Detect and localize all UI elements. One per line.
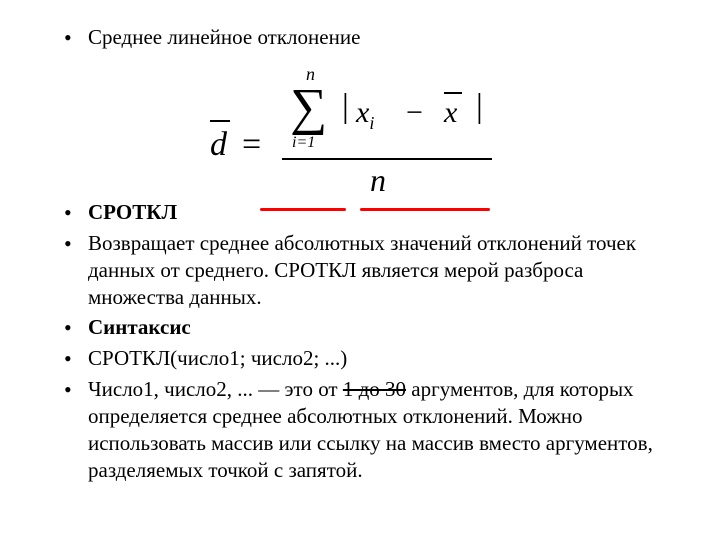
func-name: СРОТКЛ: [88, 200, 177, 224]
bullet-description: Возвращает среднее абсолютных значений о…: [60, 230, 680, 311]
bullet-args: Число1, число2, ... — это от 1 до 30 арг…: [60, 376, 680, 484]
sum-lower-limit: i=1: [292, 134, 315, 152]
x-bar: x: [444, 96, 457, 130]
equals-sign: =: [242, 126, 261, 164]
x-letter-mean: x: [444, 96, 457, 129]
x-letter: x: [356, 96, 369, 129]
x-sub-i: xi: [356, 96, 374, 134]
d-overline: [210, 120, 230, 122]
denominator-n: n: [370, 162, 386, 199]
fraction-line: [282, 158, 492, 160]
args-text-a: Число1, число2, ... — это от: [88, 377, 343, 401]
i-subscript: i: [369, 113, 374, 133]
abs-bar-left: |: [342, 88, 349, 126]
slide: Среднее линейное отклонение СРОТКЛ Возвр…: [0, 0, 720, 540]
d-letter: d: [210, 126, 227, 163]
sigma-icon: ∑: [290, 82, 327, 134]
d-bar: d: [210, 126, 227, 164]
bullet-syntax-label: Синтаксис: [60, 314, 680, 341]
bullet-syntax: СРОТКЛ(число1; число2; ...): [60, 345, 680, 372]
args-struck: 1 до 30: [343, 377, 406, 401]
bullet-title: Среднее линейное отклонение: [60, 24, 680, 51]
red-underline-1: [260, 208, 346, 211]
minus-sign: −: [406, 96, 423, 130]
red-underline-2: [360, 208, 490, 211]
syntax-label: Синтаксис: [88, 315, 191, 339]
formula: d = n ∑ i=1 | xi − x | n: [210, 70, 510, 210]
abs-bar-right: |: [476, 88, 483, 126]
x-overline: [444, 92, 462, 94]
